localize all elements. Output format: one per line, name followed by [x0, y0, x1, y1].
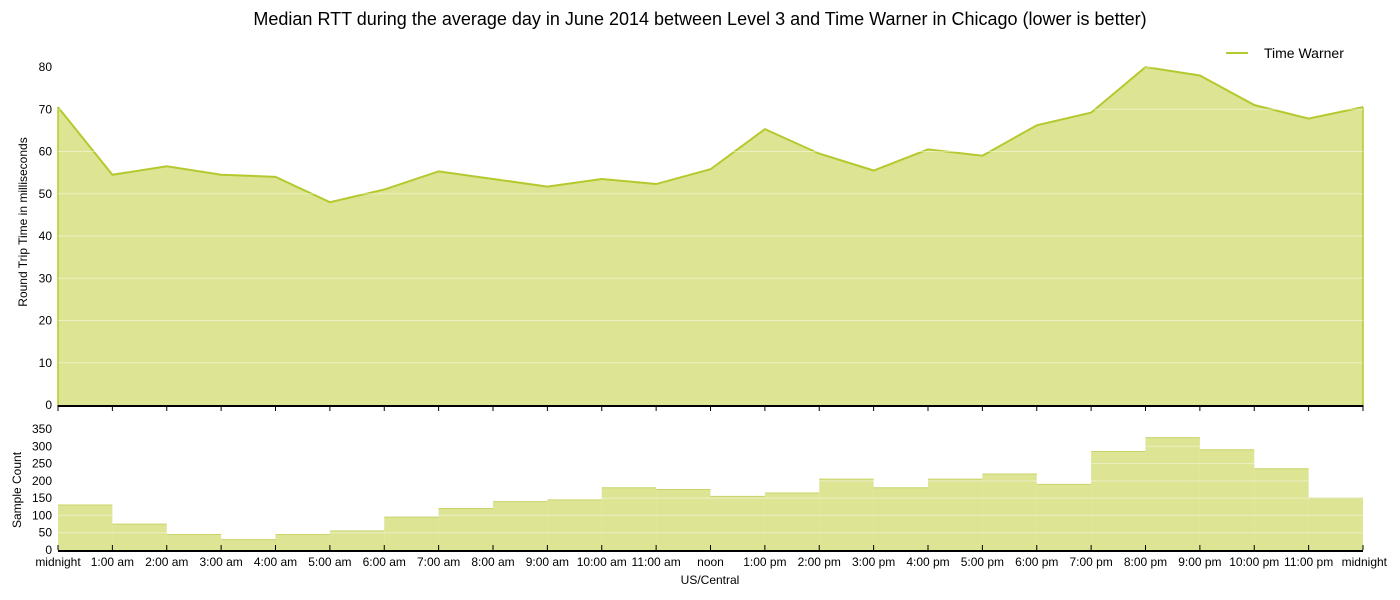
bottom-y-tick-label: 350	[32, 422, 52, 436]
bottom-x-ticks: midnight 1:00 am 2:00 am 3:00 am 4:00 am 5:00…	[35, 545, 1388, 569]
sample-count-bar	[1308, 498, 1363, 550]
x-tick-label: 4:00 am	[254, 555, 297, 569]
x-tick-label: 11:00 am	[632, 555, 681, 569]
sample-count-bar	[438, 508, 493, 550]
sample-count-bar	[493, 501, 548, 550]
x-tick-label: 3:00 pm	[852, 555, 895, 569]
x-tick-label: 8:00 am	[471, 555, 514, 569]
top-y-tick-label: 50	[39, 187, 53, 201]
bottom-y-tick-label: 150	[32, 491, 52, 505]
sample-count-bar	[1036, 484, 1092, 550]
x-axis-title: US/Central	[681, 573, 740, 587]
sample-count-bar	[1145, 437, 1200, 550]
sample-count-bar	[166, 534, 222, 550]
sample-count-bar	[928, 479, 983, 550]
x-tick-label: 5:00 am	[308, 555, 351, 569]
top-y-tick-label: 10	[39, 356, 53, 370]
bottom-y-tick-label: 100	[32, 508, 52, 522]
x-tick-label: noon	[697, 555, 724, 569]
x-tick-label: 2:00 pm	[798, 555, 841, 569]
top-gridlines-overlay	[58, 66, 1363, 364]
x-tick-label: 10:00 am	[577, 555, 627, 569]
x-tick-label: 1:00 am	[91, 555, 134, 569]
sample-count-bar	[384, 517, 439, 550]
rtt-area-group	[57, 65, 1364, 405]
sample-count-bars	[58, 437, 1363, 550]
x-tick-label: 11:00 pm	[1284, 555, 1333, 569]
x-tick-label: 7:00 am	[417, 555, 460, 569]
x-tick-label: 3:00 am	[199, 555, 242, 569]
top-y-ticks: 0 10 20 30 40 50 60 70 80	[39, 60, 53, 412]
sample-count-bar	[1254, 468, 1309, 550]
x-tick-label: midnight	[35, 555, 81, 569]
sample-count-bar	[764, 492, 820, 550]
top-y-tick-label: 40	[39, 229, 53, 243]
x-tick-label: 1:00 pm	[743, 555, 786, 569]
legend: Time Warner	[1226, 45, 1344, 61]
top-y-tick-label: 60	[39, 145, 53, 159]
sample-count-bar	[112, 524, 167, 550]
legend-label-time-warner: Time Warner	[1264, 45, 1344, 61]
x-tick-label: 6:00 pm	[1015, 555, 1058, 569]
sample-count-bar	[58, 505, 113, 550]
x-tick-label: 2:00 am	[145, 555, 188, 569]
sample-count-bar	[221, 539, 276, 550]
top-y-tick-label: 70	[39, 102, 53, 116]
sample-count-bar	[819, 479, 874, 550]
sample-count-bar	[329, 530, 385, 550]
chart-title: Median RTT during the average day in Jun…	[253, 9, 1147, 29]
x-tick-label: 8:00 pm	[1124, 555, 1167, 569]
sample-count-bar	[601, 487, 657, 550]
bottom-y-tick-label: 50	[39, 526, 53, 540]
x-tick-label: 10:00 pm	[1229, 555, 1279, 569]
sample-count-bar	[656, 489, 711, 550]
sample-count-bar	[873, 487, 928, 550]
top-y-tick-label: 80	[39, 60, 53, 74]
bottom-y-tick-label: 300	[32, 439, 52, 453]
bottom-y-ticks: 0 50 100 150 200 250 300 350	[32, 422, 52, 557]
top-y-tick-label: 20	[39, 314, 53, 328]
bottom-y-axis-title: Sample Count	[10, 451, 24, 528]
sample-count-bar	[710, 496, 765, 550]
sample-count-bar	[275, 534, 330, 550]
top-y-tick-label: 30	[39, 271, 53, 285]
bottom-y-tick-label: 0	[45, 543, 52, 557]
sample-count-bar	[1091, 451, 1146, 550]
sample-count-bar	[547, 499, 602, 550]
sample-count-bar	[982, 473, 1037, 550]
sample-count-bar	[1199, 449, 1255, 550]
x-tick-label: 7:00 pm	[1069, 555, 1112, 569]
rtt-area-fill	[58, 67, 1363, 405]
bottom-gridlines	[58, 428, 1363, 534]
x-tick-label: 5:00 pm	[961, 555, 1004, 569]
top-y-tick-label: 0	[45, 398, 52, 412]
x-tick-label: 9:00 am	[526, 555, 569, 569]
x-tick-label: midnight	[1342, 555, 1388, 569]
bottom-y-tick-label: 200	[32, 474, 52, 488]
x-tick-label: 6:00 am	[363, 555, 406, 569]
x-tick-label: 4:00 pm	[906, 555, 949, 569]
x-tick-label: 9:00 pm	[1178, 555, 1221, 569]
bottom-y-tick-label: 250	[32, 457, 52, 471]
top-y-axis-title: Round Trip Time in milliseconds	[16, 137, 30, 306]
